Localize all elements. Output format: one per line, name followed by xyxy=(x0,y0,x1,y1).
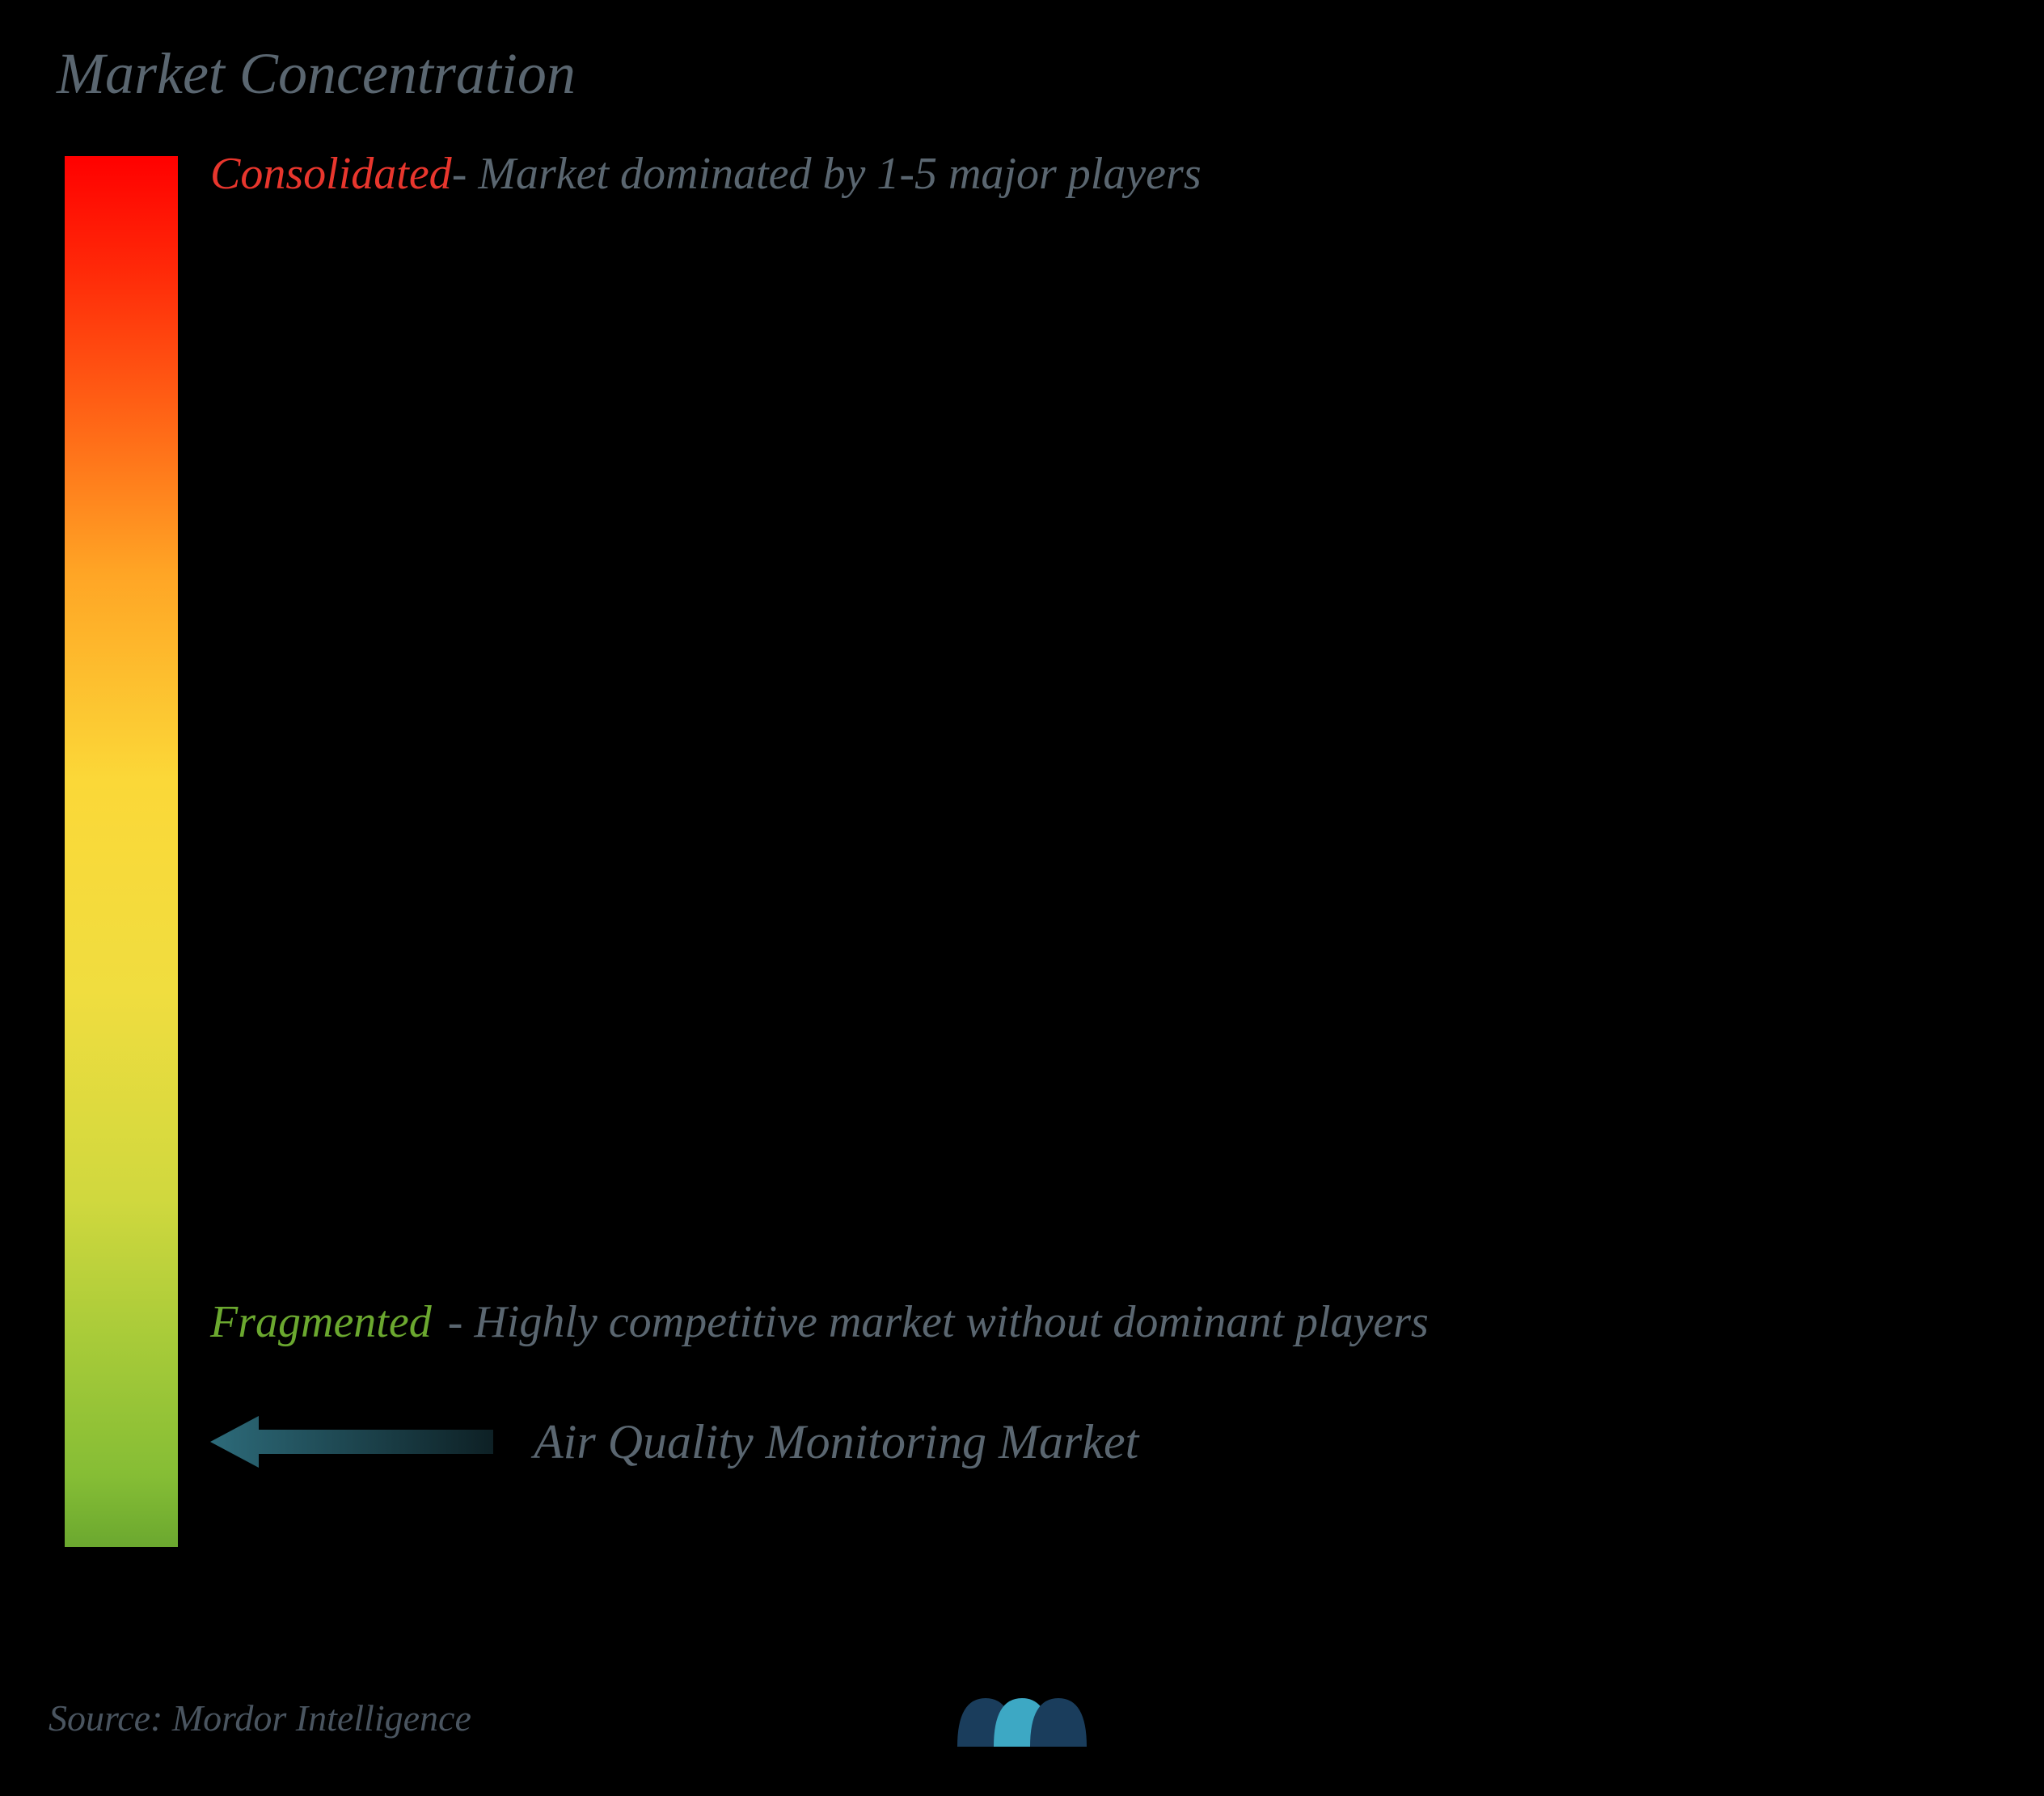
footer: Source: Mordor Intelligence xyxy=(49,1697,1995,1739)
market-indicator-row: Air Quality Monitoring Market xyxy=(210,1409,1138,1474)
market-name-label: Air Quality Monitoring Market xyxy=(534,1414,1138,1470)
consolidated-key: Consolidated xyxy=(210,148,452,200)
fragmented-label-row: Fragmented - Highly competitive market w… xyxy=(210,1296,1429,1348)
consolidated-description: - Market dominated by 1-5 major players xyxy=(452,148,1201,200)
consolidated-label-row: Consolidated - Market dominated by 1-5 m… xyxy=(210,148,1201,200)
main-content: Consolidated - Market dominated by 1-5 m… xyxy=(49,156,1995,1612)
gradient-scale-bar xyxy=(65,156,178,1547)
fragmented-description: - Highly competitive market without domi… xyxy=(448,1296,1429,1348)
mordor-logo-icon xyxy=(949,1678,1095,1759)
chart-title: Market Concentration xyxy=(57,40,1995,108)
arrow-icon xyxy=(210,1409,493,1474)
labels-area: Consolidated - Market dominated by 1-5 m… xyxy=(178,156,1995,1612)
source-attribution: Source: Mordor Intelligence xyxy=(49,1697,471,1739)
fragmented-key: Fragmented xyxy=(210,1296,432,1348)
